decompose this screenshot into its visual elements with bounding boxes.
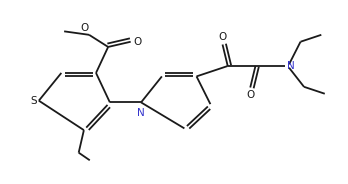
Text: N: N [137, 108, 145, 118]
Text: S: S [31, 96, 37, 106]
Text: O: O [246, 90, 254, 100]
Text: N: N [287, 61, 294, 71]
Text: O: O [80, 23, 88, 33]
Text: O: O [133, 37, 141, 47]
Text: O: O [219, 32, 227, 42]
